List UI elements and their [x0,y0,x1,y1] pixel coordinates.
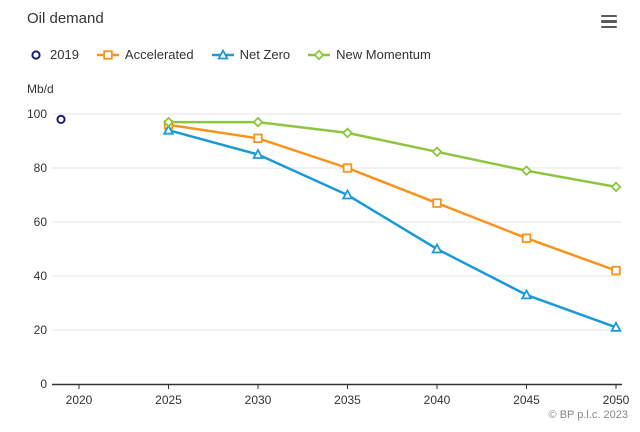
data-point-net-zero [431,242,443,254]
legend-item-new-momentum[interactable]: New Momentum [308,47,431,62]
data-point-new-momentum [342,127,353,139]
y-tick-label: 60 [34,215,48,229]
data-point-accelerated [253,133,263,143]
hamburger-menu-icon[interactable] [601,15,617,29]
chart-title: Oil demand [27,10,104,27]
data-point-accelerated [611,265,621,276]
y-tick-label: 80 [34,161,48,175]
y-tick-label: 100 [27,107,47,121]
data-point-accelerated [432,198,442,208]
data-point-net-zero [520,288,533,300]
y-axis-unit-label: Mb/d [27,82,54,96]
legend-symbol [313,49,325,60]
data-point-net-zero [162,123,175,135]
legend-item-2019[interactable]: 2019 [30,47,79,62]
legend-marker-2019-icon [31,49,41,60]
data-point-new-momentum [610,181,622,193]
x-tick-label: 2050 [603,393,630,407]
legend-item-accelerated[interactable]: Accelerated [96,47,194,62]
x-tick-label: 2020 [66,393,93,407]
x-tick-label: 2035 [334,393,361,407]
legend-label: 2019 [50,47,79,62]
series-line-accelerated [168,123,617,272]
legend-item-net-zero[interactable]: Net Zero [211,47,291,62]
legend-marker-net-zero-icon [211,48,234,59]
chart-legend: 2019 Accelerated Net Zero New Momentum [30,47,449,62]
data-point-new-momentum [521,165,532,177]
y-tick-label: 40 [34,269,48,283]
y-tick-label: 0 [40,377,47,391]
data-point-accelerated [342,163,353,173]
legend-label: Accelerated [124,47,194,62]
data-point-new-momentum [163,116,174,128]
data-point-new-momentum [431,146,443,158]
data-point-net-zero [610,320,622,332]
data-point-net-zero [341,188,354,200]
x-tick-label: 2030 [245,393,272,407]
data-point-net-zero [252,148,264,159]
series-line-net-zero [168,128,617,329]
legend-symbol [216,48,229,59]
legend-marker-accelerated-icon [96,49,119,60]
y-tick-label: 20 [34,323,48,337]
copyright-notice: © BP p.l.c. 2023 [548,409,628,421]
data-point-accelerated [521,233,532,243]
legend-label: New Momentum [336,47,431,62]
legend-symbol [31,49,41,60]
legend-marker-new-momentum-icon [308,49,331,60]
x-tick-label: 2025 [155,393,182,407]
x-tick-label: 2045 [513,393,540,407]
data-point-2019 [56,114,66,125]
series-line-new-momentum [168,120,617,189]
legend-label: Net Zero [239,47,291,62]
data-point-new-momentum [252,116,264,128]
legend-symbol [103,49,113,60]
x-tick-label: 2040 [424,393,451,407]
